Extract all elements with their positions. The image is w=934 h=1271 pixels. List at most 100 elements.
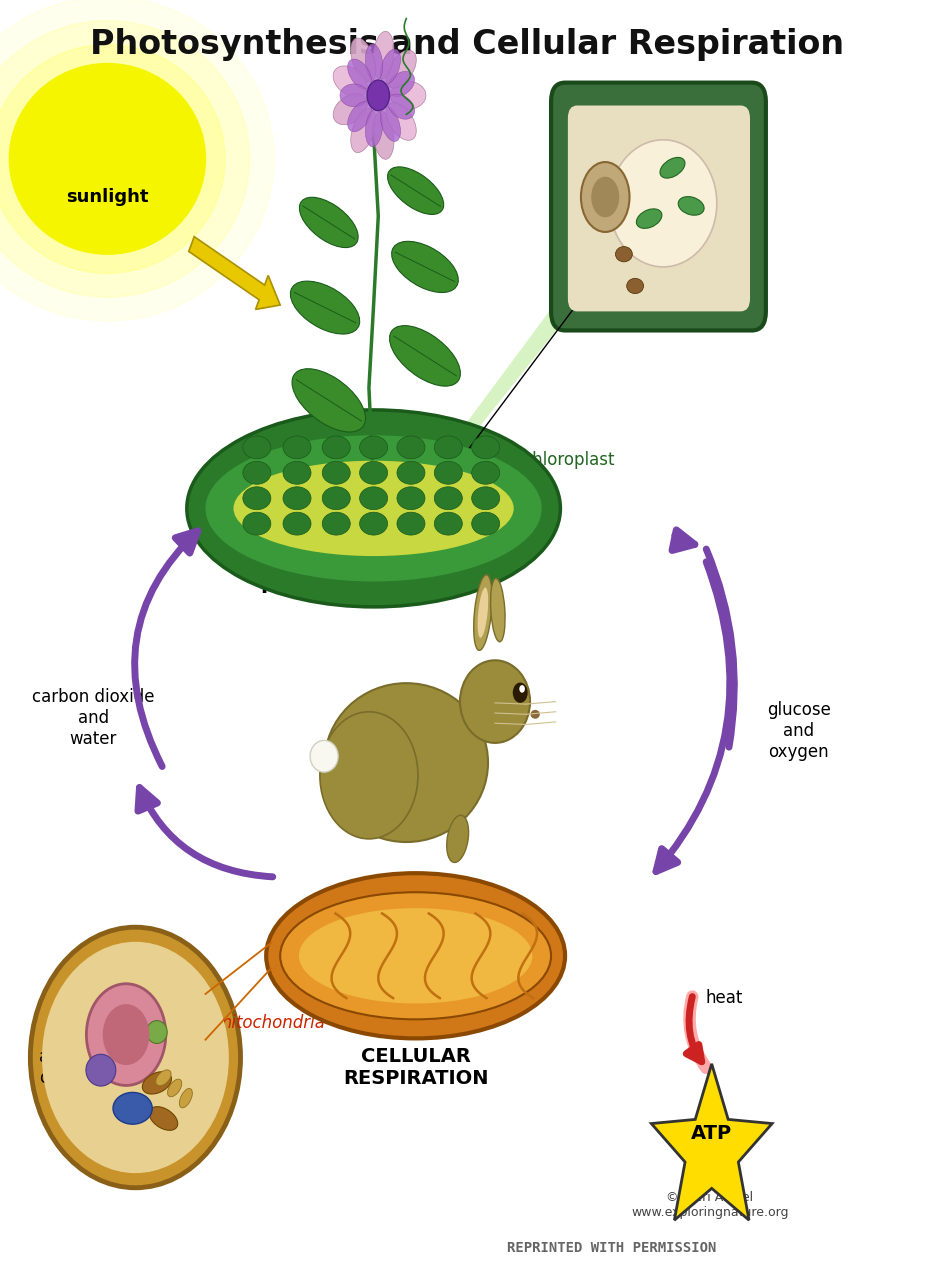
Text: heat: heat <box>705 989 743 1007</box>
Ellipse shape <box>434 436 462 459</box>
Ellipse shape <box>660 158 685 178</box>
Ellipse shape <box>243 461 271 484</box>
Ellipse shape <box>627 278 644 294</box>
Ellipse shape <box>388 71 415 97</box>
Ellipse shape <box>460 661 531 742</box>
Ellipse shape <box>283 436 311 459</box>
Ellipse shape <box>474 574 492 651</box>
Ellipse shape <box>147 1021 167 1043</box>
Ellipse shape <box>310 740 338 771</box>
Ellipse shape <box>283 512 311 535</box>
Ellipse shape <box>360 436 388 459</box>
Text: REPRINTED WITH PERMISSION: REPRINTED WITH PERMISSION <box>507 1240 716 1256</box>
Ellipse shape <box>300 197 358 248</box>
Ellipse shape <box>351 38 375 83</box>
Ellipse shape <box>434 512 462 535</box>
Ellipse shape <box>243 512 271 535</box>
Ellipse shape <box>86 984 166 1085</box>
Text: plant cell: plant cell <box>672 188 748 206</box>
Ellipse shape <box>373 112 394 159</box>
Ellipse shape <box>322 461 350 484</box>
Ellipse shape <box>292 369 365 432</box>
FancyBboxPatch shape <box>568 105 750 311</box>
Ellipse shape <box>0 20 249 297</box>
Ellipse shape <box>103 1004 149 1065</box>
Ellipse shape <box>142 1071 172 1094</box>
Ellipse shape <box>678 197 704 215</box>
Ellipse shape <box>86 1054 116 1085</box>
Ellipse shape <box>609 140 717 267</box>
Ellipse shape <box>325 683 488 841</box>
Ellipse shape <box>347 58 372 89</box>
Ellipse shape <box>360 461 388 484</box>
Ellipse shape <box>477 587 488 638</box>
Ellipse shape <box>365 109 383 146</box>
Ellipse shape <box>319 712 418 839</box>
Ellipse shape <box>333 94 367 125</box>
FancyBboxPatch shape <box>551 83 766 330</box>
Ellipse shape <box>434 487 462 510</box>
Ellipse shape <box>397 436 425 459</box>
Ellipse shape <box>0 44 225 273</box>
Ellipse shape <box>360 512 388 535</box>
Ellipse shape <box>156 1070 171 1085</box>
Ellipse shape <box>322 436 350 459</box>
Ellipse shape <box>0 0 275 322</box>
Ellipse shape <box>446 815 469 863</box>
Ellipse shape <box>351 108 375 153</box>
Text: CELLULAR
RESPIRATION: CELLULAR RESPIRATION <box>343 1047 488 1088</box>
Ellipse shape <box>187 409 560 606</box>
Ellipse shape <box>397 512 425 535</box>
Ellipse shape <box>266 873 565 1038</box>
Ellipse shape <box>149 1107 177 1130</box>
Text: ©Sheri Amsel
www.exploringnature.org: ©Sheri Amsel www.exploringnature.org <box>631 1191 788 1219</box>
FancyArrow shape <box>189 236 280 309</box>
Ellipse shape <box>386 51 417 88</box>
Text: Photosynthesis and Cellular Respiration: Photosynthesis and Cellular Respiration <box>90 28 844 61</box>
Ellipse shape <box>616 247 632 262</box>
Ellipse shape <box>380 50 401 84</box>
Ellipse shape <box>340 84 368 107</box>
Ellipse shape <box>472 461 500 484</box>
Ellipse shape <box>42 942 229 1173</box>
Ellipse shape <box>397 461 425 484</box>
Ellipse shape <box>636 208 662 229</box>
Circle shape <box>519 685 525 693</box>
Text: animal
cell: animal cell <box>39 1049 95 1087</box>
Ellipse shape <box>531 709 540 719</box>
Ellipse shape <box>290 281 360 334</box>
Ellipse shape <box>390 81 426 109</box>
Ellipse shape <box>243 487 271 510</box>
Polygon shape <box>332 302 574 458</box>
Ellipse shape <box>234 460 514 557</box>
Ellipse shape <box>280 892 551 1019</box>
Ellipse shape <box>167 1079 182 1097</box>
Text: carbon dioxide
and
water: carbon dioxide and water <box>32 689 155 747</box>
Ellipse shape <box>365 44 383 81</box>
Text: PHOTOSYNTHESIS: PHOTOSYNTHESIS <box>260 578 460 596</box>
Ellipse shape <box>333 66 367 97</box>
Text: sunlight: sunlight <box>66 188 149 206</box>
Ellipse shape <box>397 487 425 510</box>
Ellipse shape <box>283 487 311 510</box>
Ellipse shape <box>581 163 630 233</box>
Ellipse shape <box>9 64 205 254</box>
Ellipse shape <box>243 436 271 459</box>
Ellipse shape <box>113 1092 152 1124</box>
Ellipse shape <box>388 94 415 119</box>
Ellipse shape <box>322 512 350 535</box>
Ellipse shape <box>179 1088 192 1108</box>
Text: mitochondria: mitochondria <box>216 1014 326 1032</box>
Ellipse shape <box>30 928 241 1187</box>
Ellipse shape <box>391 241 459 292</box>
Text: ATP: ATP <box>691 1125 732 1143</box>
Ellipse shape <box>389 325 460 386</box>
Ellipse shape <box>591 177 619 217</box>
Text: glucose
and
oxygen: glucose and oxygen <box>767 702 830 760</box>
Ellipse shape <box>322 487 350 510</box>
Ellipse shape <box>360 487 388 510</box>
Ellipse shape <box>283 461 311 484</box>
Ellipse shape <box>205 435 542 582</box>
Circle shape <box>367 80 389 111</box>
Ellipse shape <box>472 487 500 510</box>
